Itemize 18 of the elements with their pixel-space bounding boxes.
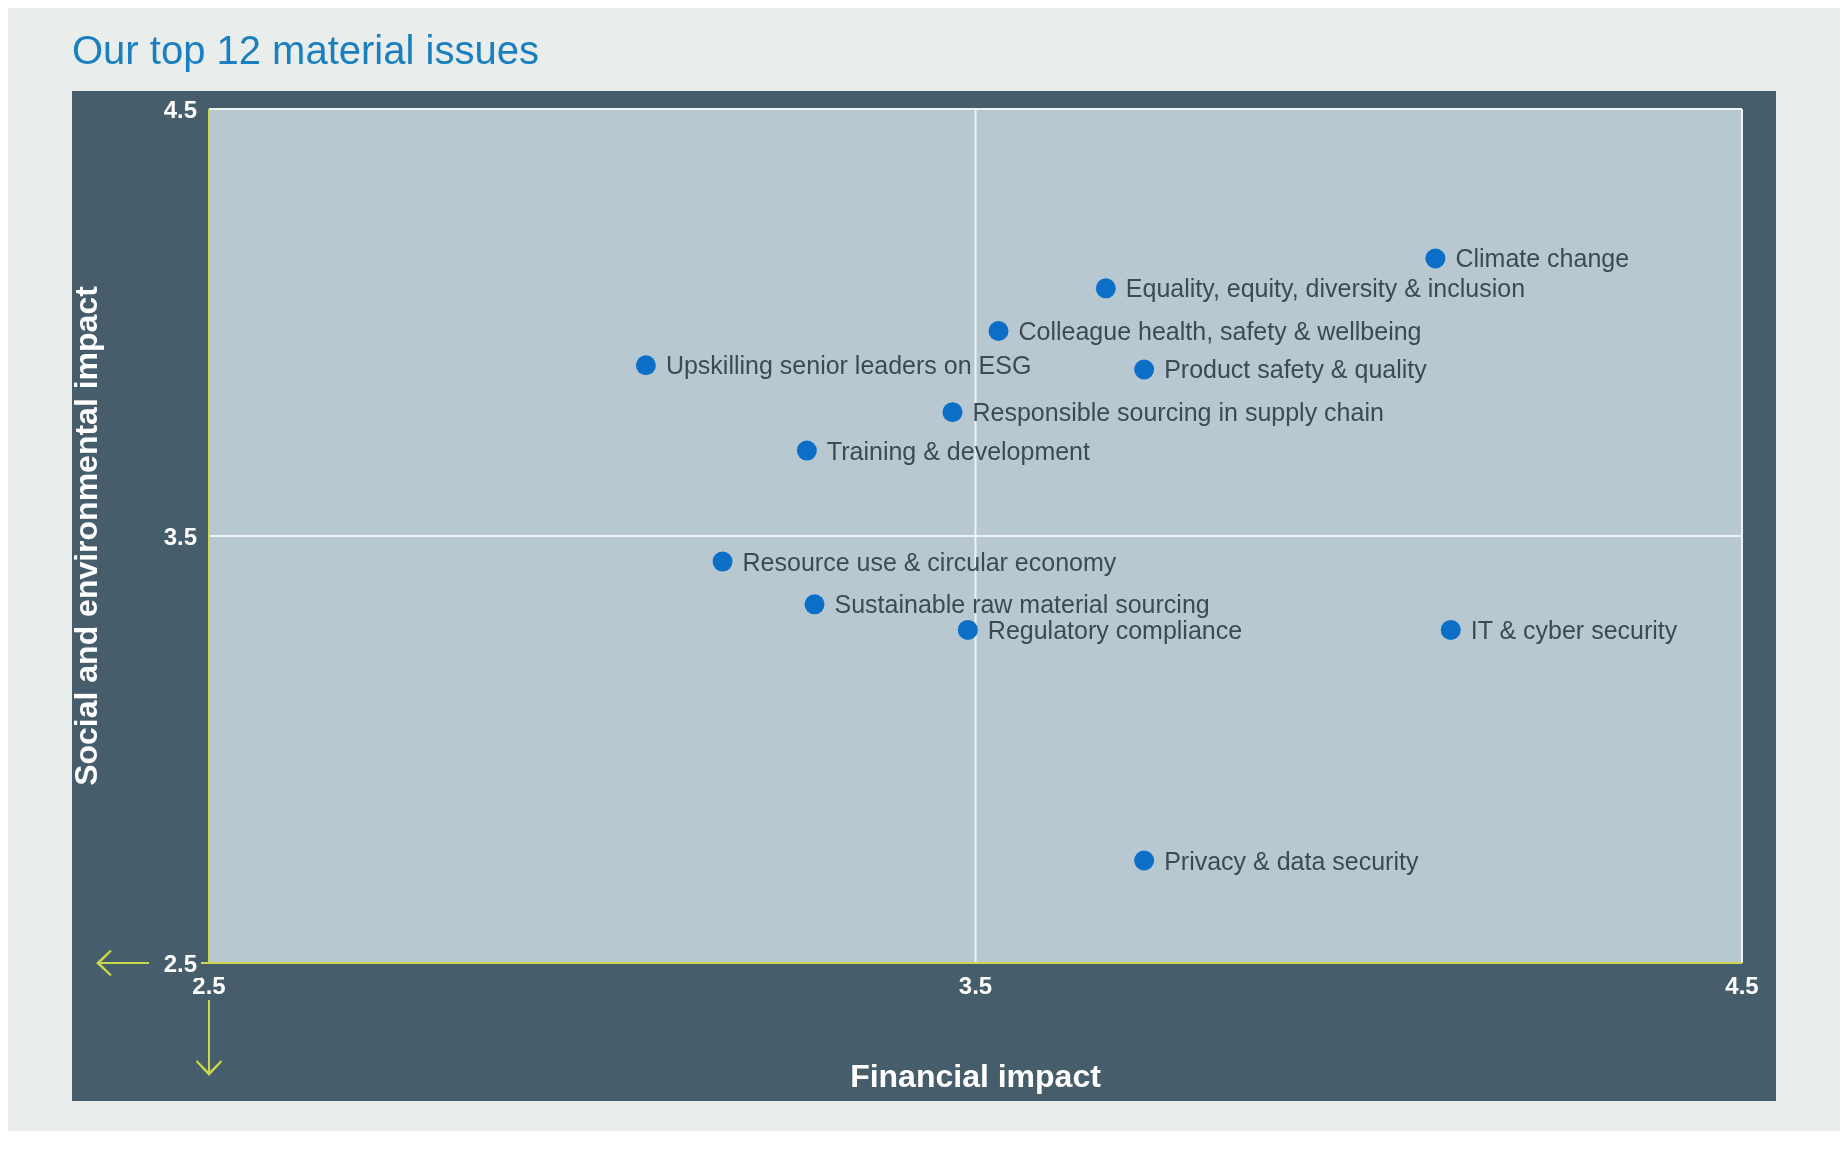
annotation: Resource use & circular economy — [742, 547, 1117, 576]
y-axis-title: Social and environmental impact — [68, 285, 105, 786]
annotation: Upskilling senior leaders on ESG — [665, 351, 1032, 380]
annotation: Privacy & data security — [1164, 846, 1419, 875]
annotation: Sustainable raw material sourcing — [834, 590, 1210, 619]
annotation: Responsible sourcing in supply chain — [972, 398, 1384, 427]
annotation: Equality, equity, diversity & inclusion — [1125, 274, 1526, 303]
y-tick-label: 3.5 — [163, 522, 197, 550]
x-tick-label: 3.5 — [958, 971, 993, 999]
annotation: Climate change — [1455, 244, 1630, 273]
chart-title: Our top 12 material issues — [72, 28, 540, 73]
annotation: Product safety & quality — [1164, 355, 1428, 384]
x-axis-title: Financial impact — [850, 1058, 1102, 1094]
annotation: Colleague health, safety & wellbeing — [1018, 317, 1422, 346]
annotation: Training & development — [826, 436, 1091, 465]
x-tick-label: 4.5 — [1725, 971, 1759, 999]
y-tick-label: 4.5 — [163, 95, 197, 123]
annotation: IT & cyber security — [1470, 615, 1678, 644]
